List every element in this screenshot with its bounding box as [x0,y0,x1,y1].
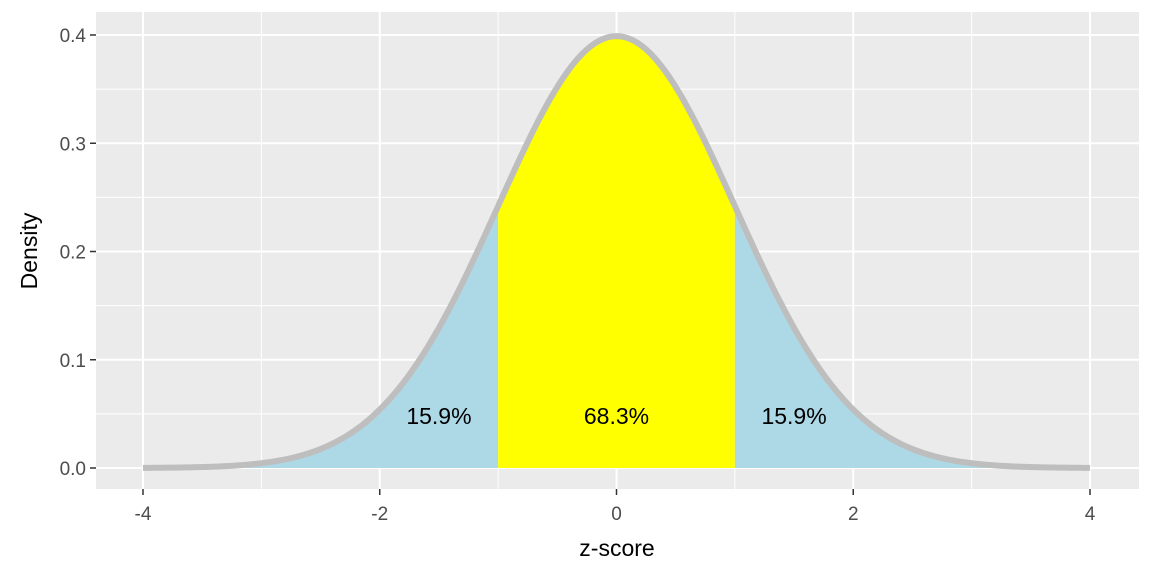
y-axis: 0.0 0.1 0.2 0.3 0.4 [60,26,96,480]
x-axis-title: z-score [579,535,654,561]
y-tick-label: 0.0 [60,459,86,480]
y-axis-title: Density [16,212,42,289]
region-label: 15.9% [761,403,826,429]
region-labels: 15.9% 68.3% 15.9% [406,403,826,429]
y-tick-label: 0.3 [60,134,86,155]
region-label: 68.3% [584,403,649,429]
density-curve [142,33,1091,471]
x-tick-label: -2 [371,504,388,525]
x-axis: -4 -2 0 2 4 [135,489,1096,525]
y-tick-label: 0.2 [60,243,86,264]
region-label: 15.9% [406,403,471,429]
y-tick-label: 0.4 [60,26,87,47]
region-area-3 [734,206,1090,468]
region-area-2 [498,36,735,468]
x-tick-label: -4 [135,504,152,525]
region-area-1 [143,206,499,468]
density-curve-layer [142,33,1091,471]
shaded-regions [143,36,1090,468]
x-tick-label: 4 [1085,504,1096,525]
y-tick-label: 0.1 [60,351,86,372]
x-tick-label: 2 [848,504,859,525]
x-tick-label: 0 [611,504,622,525]
